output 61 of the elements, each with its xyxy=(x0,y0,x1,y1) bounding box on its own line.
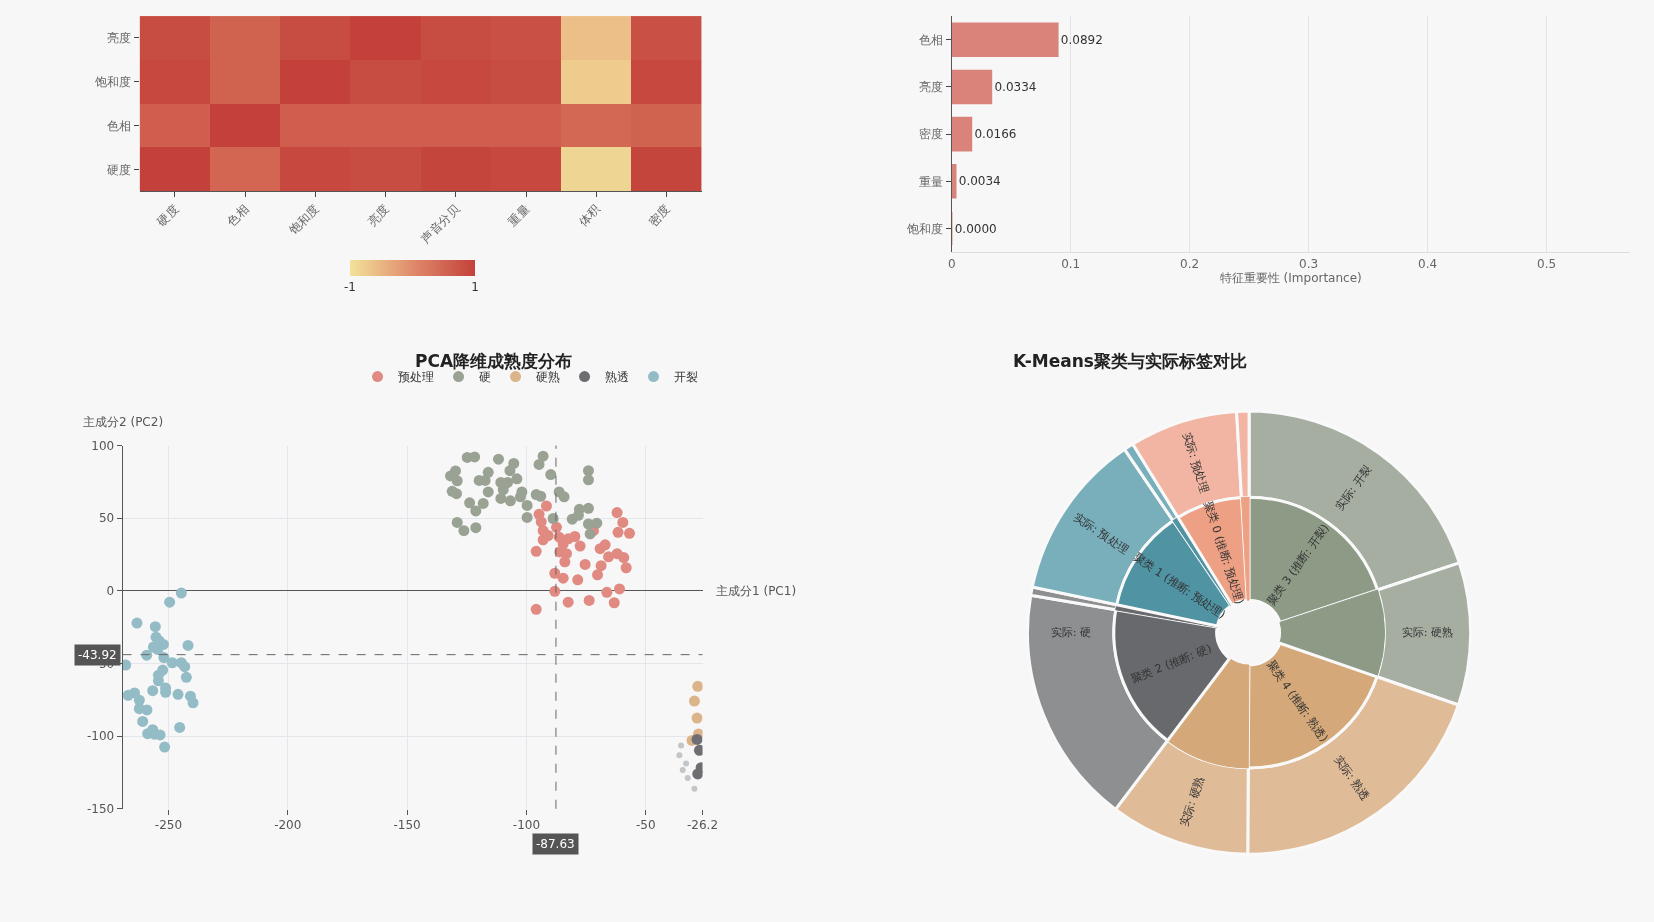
legend-label: 开裂 xyxy=(673,370,698,385)
x-tick-label: 亮度 xyxy=(365,202,392,230)
x-tick-label: -250 xyxy=(154,818,183,833)
color-bar-label: 1 xyxy=(471,279,479,294)
slice-label: 实际: 开裂 xyxy=(1333,463,1374,513)
x-tick-label: -100 xyxy=(512,818,541,833)
x-tick-label: 体积 xyxy=(575,202,603,230)
y-tick-label: 硬度 xyxy=(107,162,132,177)
y-tick-label: 50 xyxy=(98,511,115,526)
x-tick-label: 色相 xyxy=(224,202,252,230)
x-tick-label: 0.1 xyxy=(1061,256,1081,271)
slice-label: 实际: 硬熟 xyxy=(1177,775,1207,828)
x-tick-label: 0 xyxy=(947,256,956,271)
x-tick-label: 0.2 xyxy=(1180,256,1200,271)
y-tick-label: 重量 xyxy=(919,174,944,189)
slice-label: 实际: 硬熟 xyxy=(1401,626,1454,640)
chart-title: K-Means聚类与实际标签对比 xyxy=(1013,351,1247,371)
ref-line-label: -87.63 xyxy=(536,837,575,851)
legend-label: 预处理 xyxy=(397,370,434,385)
x-tick-label: 声音分贝 xyxy=(418,202,463,247)
y-tick-label: -150 xyxy=(86,801,115,816)
slice-label: 实际: 预处理 xyxy=(1071,510,1131,557)
x-tick-label: 重量 xyxy=(505,202,533,230)
data-label: 0.0892 xyxy=(1060,32,1103,47)
color-bar-label: -1 xyxy=(344,279,356,294)
y-axis-title: 主成分2 (PC2) xyxy=(83,415,164,429)
y-tick-label: 100 xyxy=(91,438,115,453)
x-tick-label: 密度 xyxy=(646,202,673,230)
x-tick-label: 硬度 xyxy=(154,202,182,230)
legend-label: 熟透 xyxy=(604,370,629,385)
slice-label: 实际: 预处理 xyxy=(1179,430,1211,495)
y-tick-label: 密度 xyxy=(919,127,944,142)
x-axis-title: 主成分1 (PC1) xyxy=(716,584,797,598)
data-label: 0.0166 xyxy=(974,127,1017,142)
data-label: 0.0000 xyxy=(954,221,997,236)
x-tick-label: -50 xyxy=(635,818,656,833)
data-label: 0.0034 xyxy=(958,174,1001,189)
data-label: 聚类 3 (推断: 开裂) xyxy=(1264,521,1332,608)
y-tick-label: 色相 xyxy=(107,118,132,133)
x-tick-label: 0.4 xyxy=(1418,256,1438,271)
x-tick-label: -150 xyxy=(393,818,421,833)
y-tick-label: 0 xyxy=(106,584,115,599)
y-tick-label: 色相 xyxy=(919,32,944,47)
x-tick-label: -26.2 xyxy=(687,818,719,833)
y-tick-label: 亮度 xyxy=(919,80,944,95)
data-label: 0.0334 xyxy=(994,79,1037,94)
y-tick-label: -100 xyxy=(86,729,115,744)
legend-label: 硬熟 xyxy=(535,370,560,385)
y-tick-label: 饱和度 xyxy=(94,75,132,89)
x-tick-label: 0.3 xyxy=(1299,256,1319,271)
legend-label: 硬 xyxy=(478,370,491,385)
y-tick-label: 亮度 xyxy=(107,31,132,46)
chart-title: PCA降维成熟度分布 xyxy=(415,351,573,371)
slice-label: 实际: 熟透 xyxy=(1331,753,1372,803)
x-axis-title: 特征重要性 (Importance) xyxy=(1219,271,1362,286)
slice-label: 实际: 硬 xyxy=(1050,626,1092,640)
ref-line-label: -43.92 xyxy=(78,648,117,662)
data-label: 聚类 4 (推断: 熟透) xyxy=(1264,658,1331,745)
x-tick-label: 饱和度 xyxy=(285,202,322,239)
x-tick-label: 0.5 xyxy=(1537,256,1557,271)
x-tick-label: -200 xyxy=(274,818,302,833)
